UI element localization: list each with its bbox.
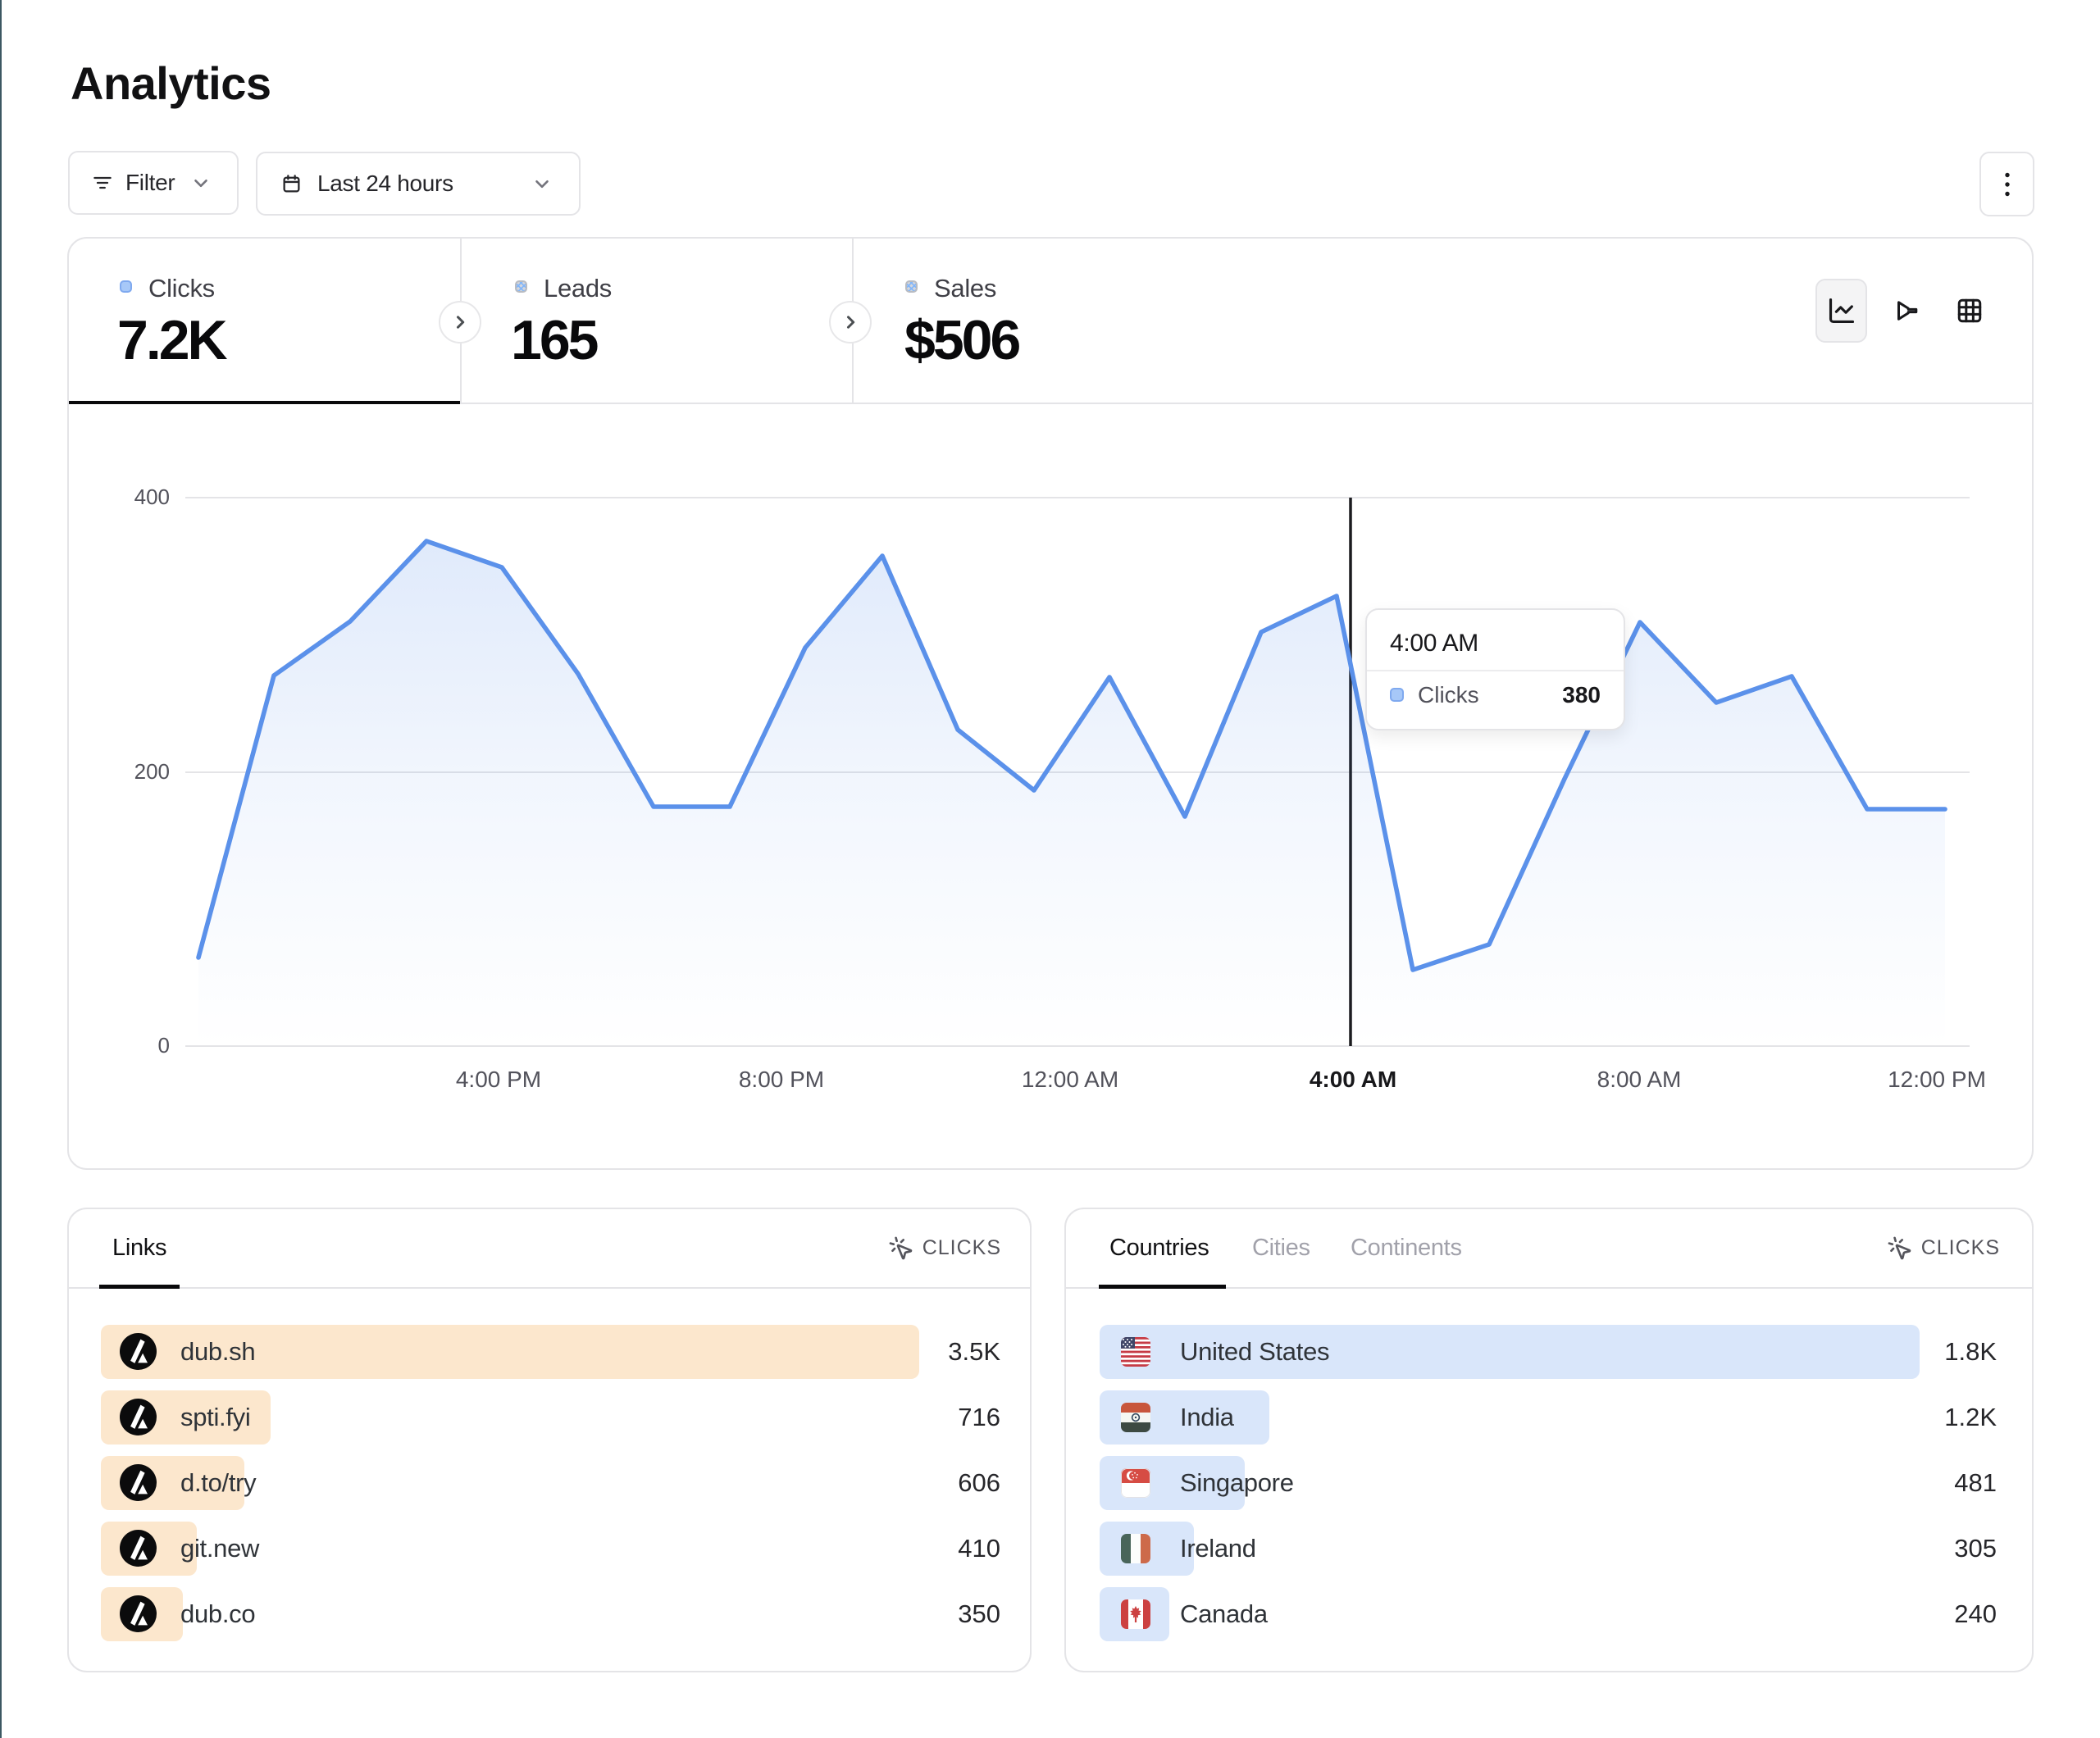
svg-text:4:00 AM: 4:00 AM <box>1310 1067 1396 1092</box>
svg-text:12:00 AM: 12:00 AM <box>1022 1067 1118 1092</box>
svg-text:12:00 PM: 12:00 PM <box>1888 1067 1986 1092</box>
svg-text:0: 0 <box>158 1033 170 1058</box>
svg-text:4:00 PM: 4:00 PM <box>456 1067 541 1092</box>
svg-text:400: 400 <box>134 485 170 509</box>
svg-text:8:00 PM: 8:00 PM <box>739 1067 824 1092</box>
svg-text:200: 200 <box>134 759 170 784</box>
svg-text:8:00 AM: 8:00 AM <box>1597 1067 1682 1092</box>
